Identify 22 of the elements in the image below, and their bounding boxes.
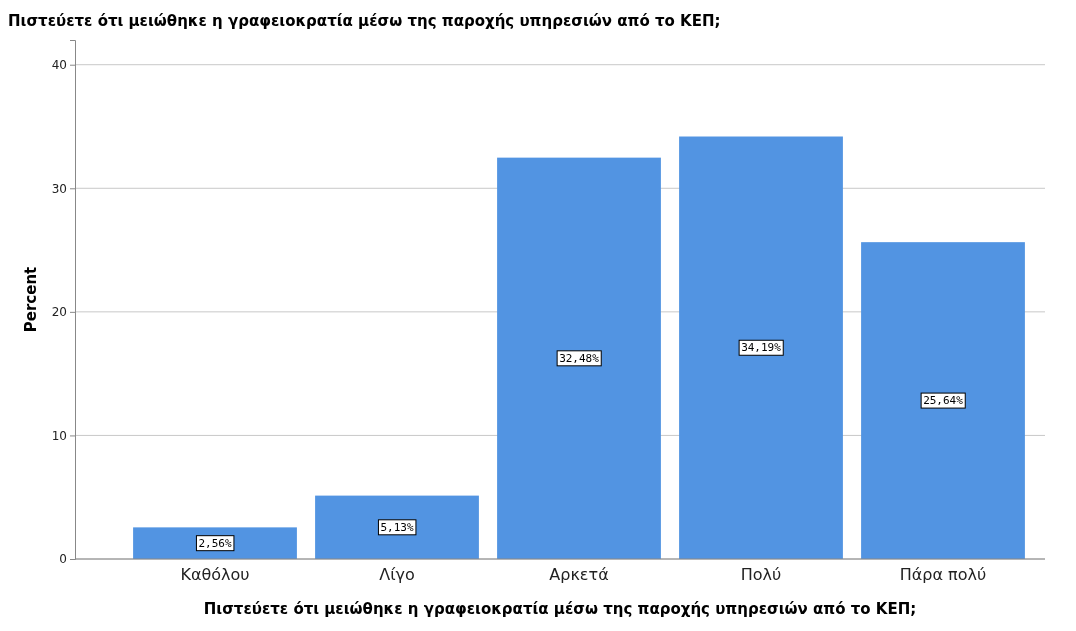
- data-label: 32,48%: [559, 351, 600, 365]
- data-label: 5,13%: [380, 520, 414, 534]
- bar: [315, 495, 479, 559]
- data-label: 25,64%: [923, 394, 964, 408]
- y-tick-label: 0: [59, 552, 67, 567]
- y-tick-label: 10: [51, 428, 67, 443]
- x-tick-label: Πολύ: [740, 565, 782, 585]
- x-tick-label: Πάρα πολύ: [899, 565, 987, 585]
- x-tick-label: Καθόλου: [180, 565, 250, 585]
- y-tick-label: 30: [51, 181, 67, 196]
- bar: [679, 136, 843, 559]
- x-tick-label: Λίγο: [379, 565, 415, 585]
- x-axis-title: Πιστεύετε ότι μειώθηκε η γραφειοκρατία μέσω της παροχής υπηρεσιών από το ΚΕΠ;: [203, 600, 917, 618]
- y-tick-label: 20: [51, 305, 67, 320]
- chart-title: Πιστεύετε ότι μειώθηκε η γραφειοκρατία μέσω της παροχής υπηρεσιών από το ΚΕΠ;: [8, 12, 721, 30]
- y-axis-title: Percent: [22, 266, 40, 333]
- x-tick-label: Αρκετά: [549, 565, 609, 585]
- bar: [861, 242, 1025, 559]
- data-label: 34,19%: [741, 341, 782, 355]
- y-tick-label: 40: [51, 58, 67, 73]
- data-label: 2,56%: [198, 536, 232, 550]
- bar: [497, 157, 661, 559]
